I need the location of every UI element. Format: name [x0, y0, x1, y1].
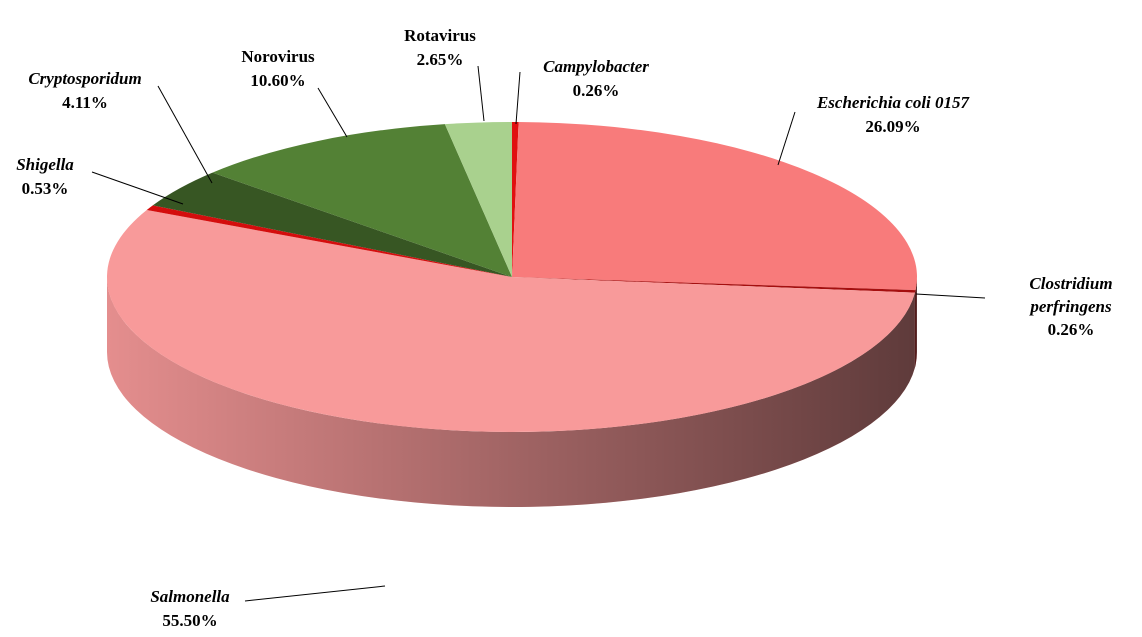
slice-label: Cryptosporidum [28, 69, 141, 88]
leader-line [515, 71, 521, 125]
slice-label: Clostridium perfringens [1028, 274, 1112, 316]
value-label: 10.60% [250, 71, 305, 90]
leader-line [317, 87, 348, 138]
value-label: 26.09% [865, 117, 920, 136]
slice [146, 205, 512, 277]
slice-label: Shigella [16, 155, 74, 174]
slice [512, 122, 917, 291]
slice-label: Rotavirus [404, 26, 476, 45]
slice [212, 124, 512, 277]
value-label: 0.26% [1048, 320, 1095, 339]
side-shade [915, 277, 917, 366]
value-label: 0.53% [22, 179, 69, 198]
slice [444, 122, 512, 277]
value-label: 0.26% [573, 81, 620, 100]
leader-line [477, 65, 485, 122]
slice [152, 172, 512, 277]
leader-line [777, 111, 796, 166]
slice [512, 277, 916, 293]
leader-line [91, 171, 184, 205]
slice-label: Escherichia coli 0157 [816, 93, 971, 112]
leader-line [244, 585, 386, 602]
slice [107, 210, 915, 432]
leader-line [915, 293, 986, 299]
value-label: 4.11% [62, 93, 108, 112]
value-label: 2.65% [417, 50, 464, 69]
slice-label: Salmonella [150, 587, 230, 606]
slice-label: Norovirus [241, 47, 315, 66]
side-shade [107, 277, 915, 508]
leader-line [157, 85, 213, 184]
side-shade [914, 290, 916, 368]
value-label: 55.50% [162, 611, 217, 630]
slice [512, 122, 519, 277]
slice-label: Campylobacter [543, 57, 649, 76]
